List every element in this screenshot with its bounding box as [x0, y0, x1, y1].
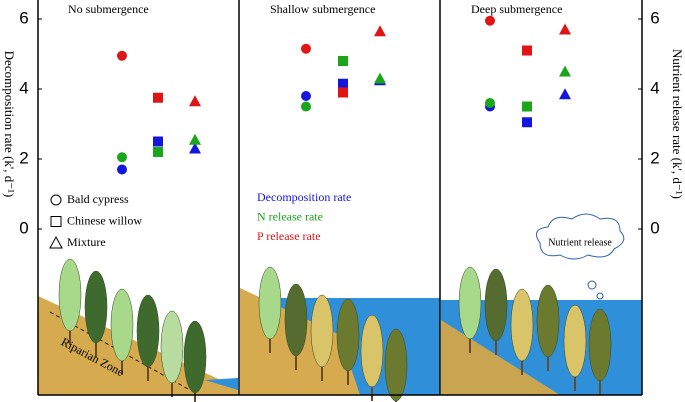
frames	[37, 0, 643, 396]
tree-crown	[258, 266, 282, 340]
point	[522, 101, 532, 112]
y-tick-label: 2	[19, 148, 28, 167]
cloud	[535, 213, 625, 260]
tree-crown	[536, 284, 560, 358]
y-tick-label: 6	[19, 8, 28, 27]
tree-crown	[160, 310, 184, 384]
tree-crown	[58, 258, 82, 332]
y-tick-label: 4	[19, 78, 28, 97]
legend-marker	[50, 194, 62, 206]
tree-crown	[458, 266, 482, 340]
panel-title: Shallow submergence	[270, 2, 375, 16]
tree-crown	[310, 294, 334, 368]
point	[189, 95, 201, 107]
point	[559, 88, 571, 100]
y2-tick-label: 6	[650, 8, 659, 27]
annotation: Nutrient release	[548, 237, 612, 248]
point	[301, 43, 311, 54]
point	[117, 152, 127, 163]
point	[301, 91, 311, 101]
point	[559, 23, 571, 35]
tree-crown	[588, 308, 612, 382]
tree-crown	[563, 304, 587, 378]
bubble	[596, 292, 604, 300]
point	[189, 142, 201, 154]
illustration	[38, 213, 642, 402]
legend-marker	[49, 235, 63, 249]
tree-crown	[84, 270, 108, 344]
point	[117, 50, 127, 61]
point	[153, 136, 163, 147]
point	[522, 45, 532, 56]
tree-crown	[360, 314, 384, 388]
tree-crown	[484, 268, 508, 342]
y2-tick-label: 0	[650, 218, 659, 237]
legend-label: P release rate	[257, 229, 321, 243]
legend-marker	[50, 216, 62, 227]
point	[301, 101, 311, 112]
panel-title: Deep submergence	[471, 2, 562, 16]
legend-label: Bald cypress	[67, 192, 129, 206]
tree-crown	[510, 288, 534, 362]
point	[485, 15, 495, 26]
point	[153, 92, 163, 103]
bubble	[587, 280, 597, 290]
y2-axis-label: Nutrient release rate (k', d⁻¹)	[670, 49, 685, 199]
legend-label: Decomposition rate	[257, 190, 351, 204]
point	[338, 56, 348, 66]
tree-crown	[336, 298, 360, 372]
point	[559, 65, 571, 77]
y2-tick-label: 2	[650, 148, 659, 167]
y-tick-label: 0	[19, 218, 28, 237]
tree-crown	[384, 328, 408, 402]
tree-crown	[110, 288, 134, 362]
legend-label: N release rate	[257, 209, 323, 223]
point	[485, 98, 495, 108]
point	[374, 25, 386, 37]
point	[189, 133, 201, 145]
y-axis-label: Decomposition rate (k', d⁻¹)	[2, 51, 17, 198]
tree-crown	[136, 294, 160, 368]
water	[205, 378, 238, 390]
tree-crown	[284, 283, 308, 357]
point	[153, 147, 163, 157]
panel-title: No submergence	[68, 2, 149, 16]
point	[522, 117, 532, 128]
point	[338, 87, 348, 98]
y2-tick-label: 4	[650, 78, 659, 97]
point	[117, 164, 127, 175]
legend-label: Chinese willow	[67, 213, 142, 227]
tree-crown	[183, 320, 207, 394]
point	[374, 72, 386, 84]
point	[338, 78, 348, 89]
legend-label: Mixture	[67, 235, 106, 249]
